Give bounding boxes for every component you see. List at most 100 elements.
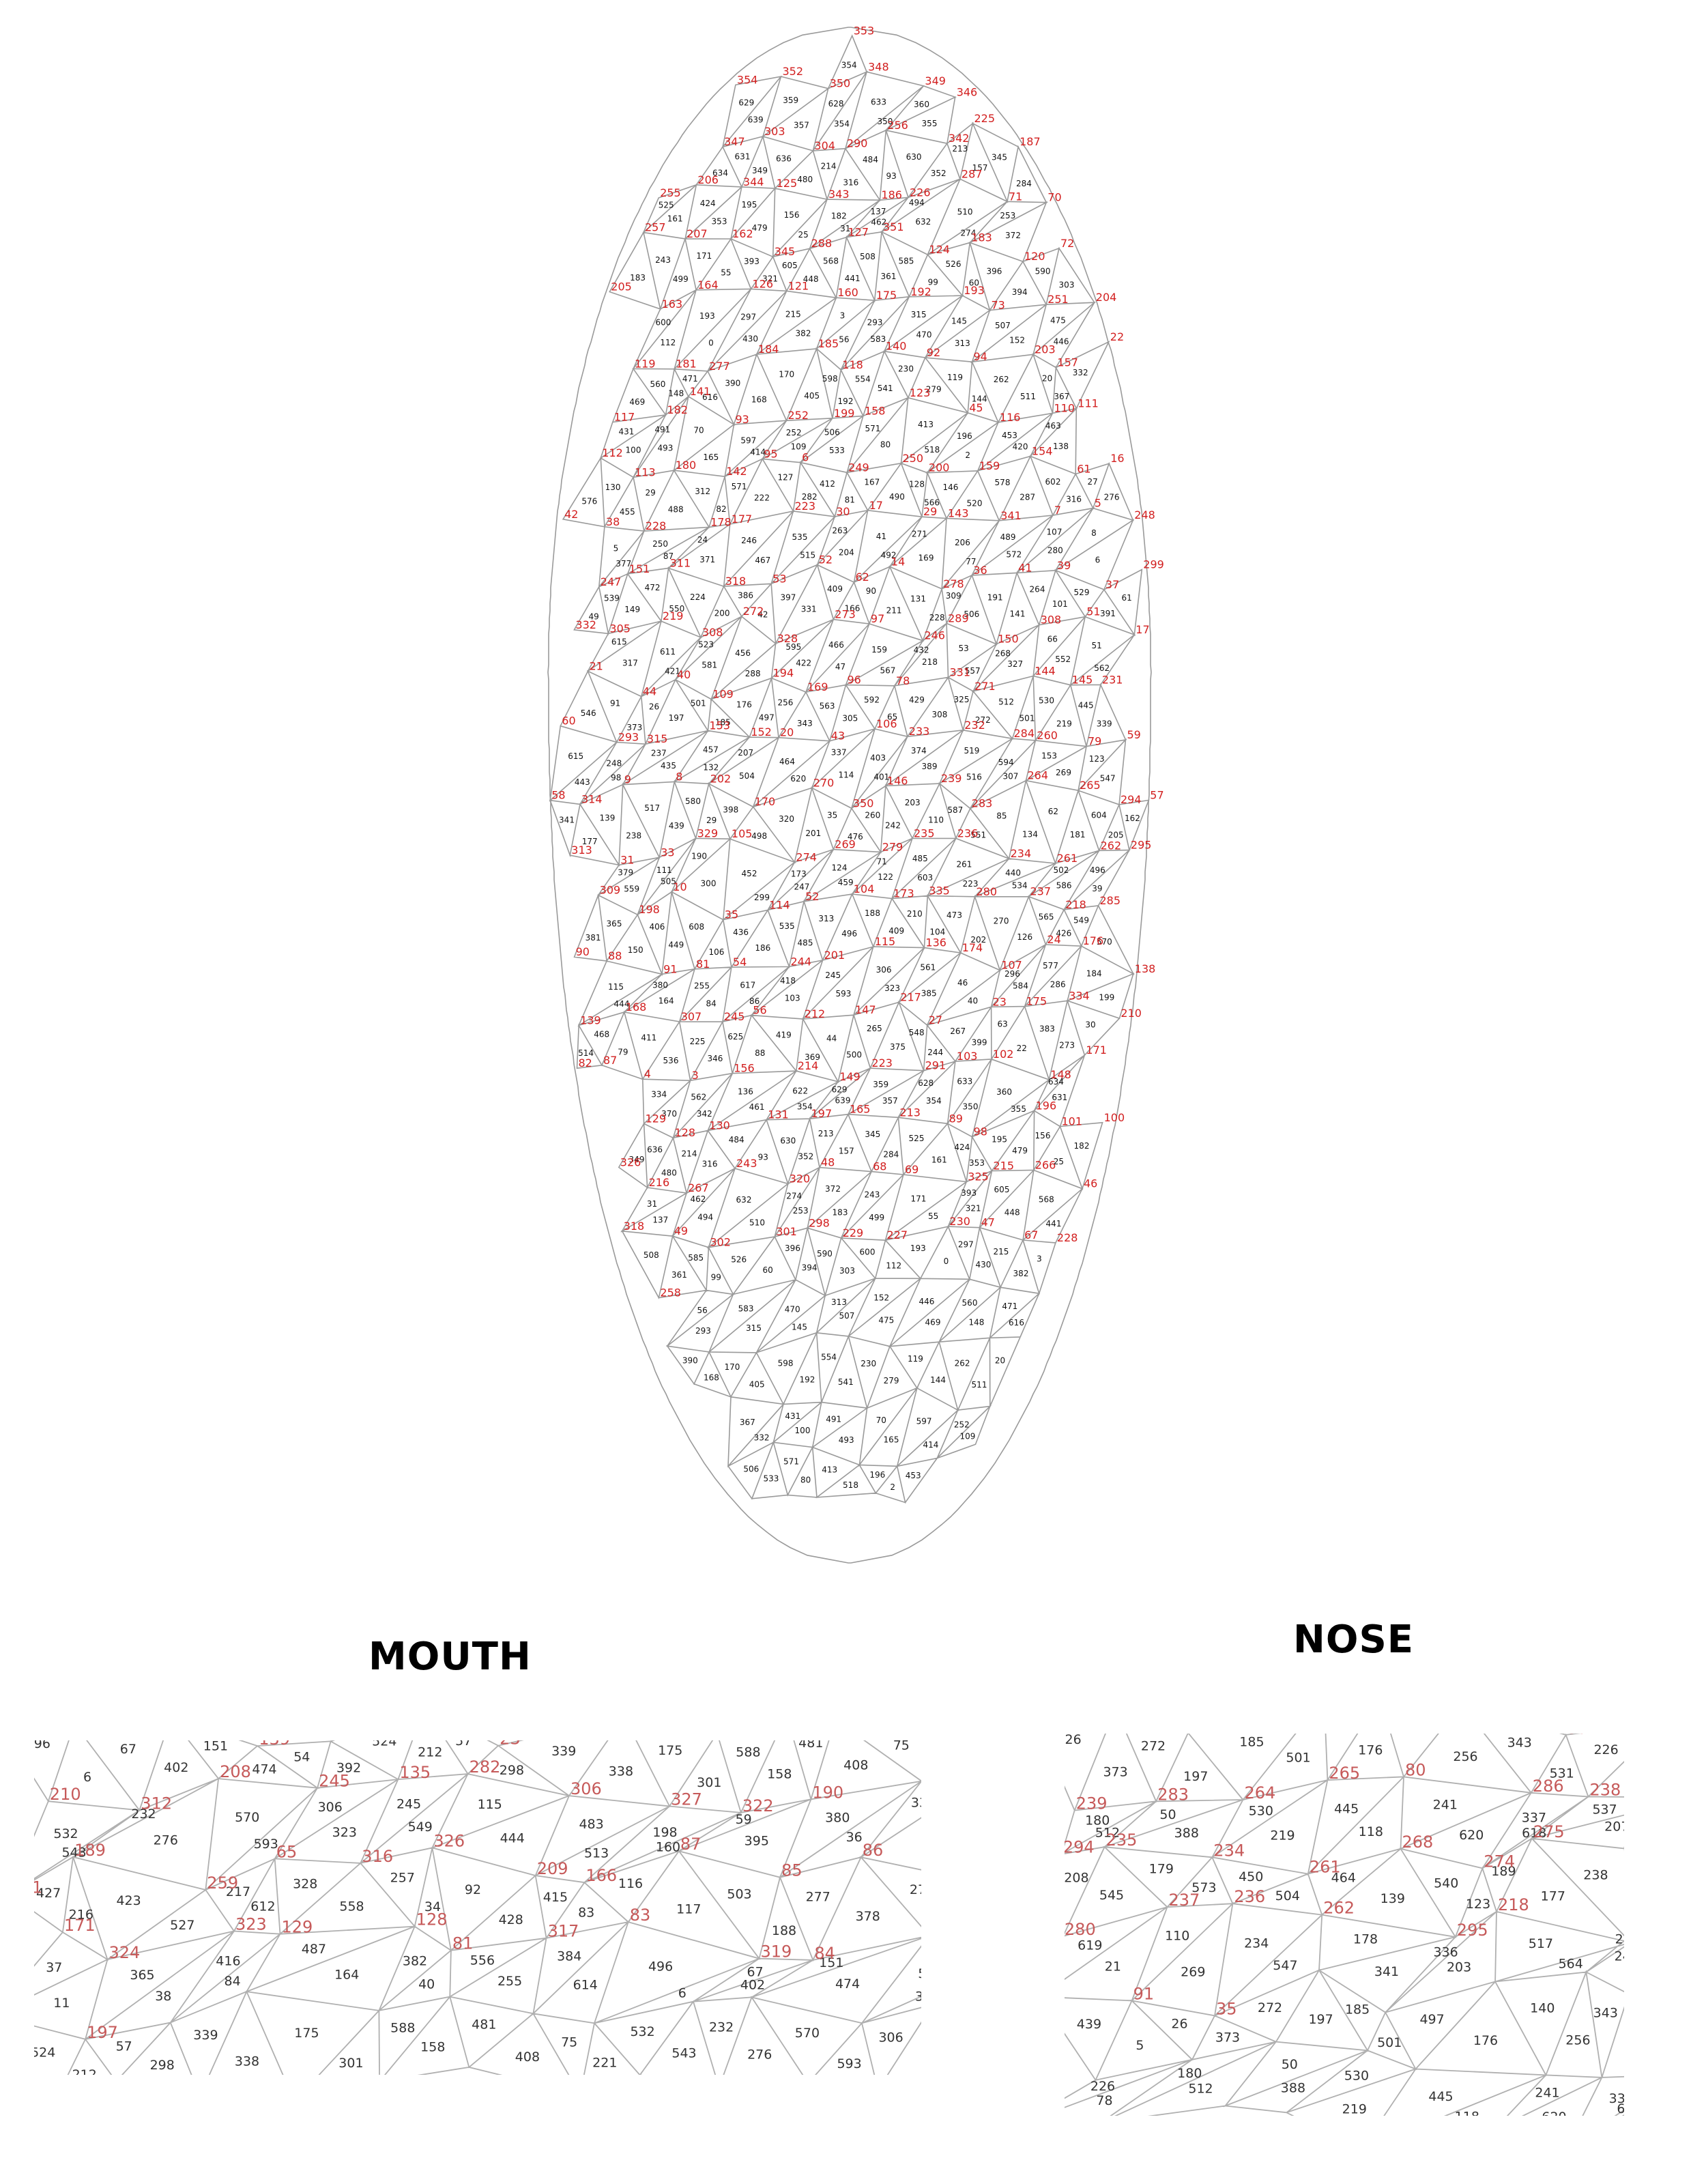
face-vertex-label: 304 [814,139,835,152]
face-triangle-label: 502 [1053,865,1069,875]
face-triangle-label: 25 [1054,1157,1064,1166]
face-triangle-label: 86 [749,996,760,1006]
face-vertex-label: 294 [1121,793,1142,806]
nose-triangle-label: 5 [1136,2038,1144,2053]
face-triangle-label: 382 [796,329,811,339]
face-triangle-label: 420 [1013,442,1028,452]
mouth-vertex-label: 326 [433,1831,465,1850]
face-triangle-label: 409 [888,926,904,936]
face-triangle-label: 426 [1056,929,1071,938]
face-triangle-label: 176 [736,700,752,710]
face-triangle-label: 337 [831,748,847,758]
face-triangle-label: 325 [954,695,970,704]
face-triangle-label: 633 [957,1076,972,1086]
face-triangle-label: 306 [876,965,892,975]
face-triangle-label: 219 [1056,719,1072,729]
mouth-triangle-label: 84 [225,1974,241,1989]
mouth-vertex-label: 210 [50,1785,81,1804]
mouth-vertex-label: 190 [812,1783,843,1802]
face-vertex-label: 88 [608,949,622,962]
face-triangle-label: 605 [782,261,798,270]
face-triangle-label: 148 [668,389,684,399]
face-vertex-label: 168 [626,1001,647,1014]
face-triangle-label: 2 [965,450,970,460]
face-vertex-label: 196 [1036,1099,1057,1112]
nose-triangle-label: 517 [1529,1936,1553,1951]
mouth-triangle-label: 408 [515,2050,540,2065]
face-triangle-label: 535 [792,532,808,542]
face-vertex-label: 223 [795,500,816,513]
nose-triangle-label: 226 [1090,2079,1115,2094]
mouth-triangle-label: 217 [226,1884,250,1899]
face-triangle-label: 570 [1097,937,1112,947]
face-vertex-label: 176 [1083,934,1104,947]
face-vertex-label: 309 [600,884,621,897]
face-triangle-label: 367 [740,1418,755,1427]
face-triangle-label: 184 [1086,968,1102,978]
face-triangle-label: 583 [738,1304,754,1314]
face-triangle-label: 185 [715,717,731,727]
face-triangle-label: 470 [785,1305,800,1314]
face-triangle-label: 101 [1052,599,1068,609]
face-triangle-label: 207 [738,748,753,758]
face-triangle-label: 315 [746,1323,762,1333]
face-vertex-label: 289 [948,612,969,624]
face-vertex-label: 22 [1110,330,1124,343]
face-triangle-label: 541 [878,384,893,393]
face-triangle-label: 632 [915,217,931,227]
mouth-triangle-label: 474 [252,1762,276,1777]
face-triangle-label: 628 [918,1078,934,1088]
mouth-triangle-label: 301 [338,2056,363,2071]
face-vertex-label: 223 [871,1057,893,1069]
face-triangle-label: 350 [877,117,893,126]
nose-vertex-label: 275 [1533,1822,1565,1841]
face-triangle-label: 562 [1094,663,1110,673]
face-triangle-label: 602 [1045,477,1061,487]
face-vertex-label: 6 [802,451,809,464]
face-vertex-label: 131 [768,1108,789,1121]
face-triangle-label: 414 [923,1440,938,1450]
face-triangle-label: 557 [965,666,981,676]
face-vertex-label: 101 [1062,1115,1083,1128]
face-triangle-label: 480 [797,175,813,184]
face-triangle-label: 80 [800,1475,811,1484]
face-triangle-label: 182 [831,212,847,221]
face-triangle-label: 595 [785,642,801,652]
face-vertex-label: 278 [943,577,964,590]
face-vertex-label: 45 [969,401,983,414]
face-triangle-label: 71 [876,857,886,866]
face-vertex-label: 42 [564,508,578,521]
face-vertex-label: 291 [925,1059,946,1072]
face-triangle-label: 603 [917,873,933,882]
face-triangle-label: 526 [731,1254,747,1264]
mouth-triangle-label: 339 [551,1744,576,1759]
face-triangle-label: 159 [871,645,887,655]
face-triangle-label: 56 [839,335,849,345]
mouth-triangle-label: 278 [910,1882,921,1897]
nose-triangle-label: 337 [1609,2091,1624,2106]
face-vertex-label: 290 [847,137,868,150]
face-triangle-label: 55 [721,268,731,277]
face-vertex-label: 158 [865,404,886,417]
face-vertex-label: 299 [1143,558,1164,571]
face-triangle-label: 222 [754,493,770,503]
face-triangle-label: 166 [844,604,860,614]
face-triangle-label: 354 [841,61,857,70]
face-triangle-label: 453 [906,1471,921,1480]
face-vertex-label: 116 [1000,411,1021,424]
mouth-vertex-label: 322 [742,1796,774,1815]
mouth-vertex-label: 81 [452,1934,474,1953]
face-triangle-label: 571 [732,482,747,491]
face-triangle-label: 571 [865,424,880,433]
mouth-triangle-label: 151 [203,1740,228,1753]
face-vertex-label: 51 [1086,605,1100,618]
face-vertex-label: 313 [571,844,592,857]
face-triangle-label: 525 [909,1134,925,1143]
face-triangle-label: 590 [1035,267,1051,276]
face-triangle-label: 218 [922,657,938,667]
face-vertex-label: 243 [736,1157,757,1170]
face-triangle-label: 563 [820,702,835,711]
nose-triangle-label: 337 [1522,1811,1546,1826]
nose-triangle-label: 512 [1188,2081,1213,2096]
face-vertex-label: 72 [1060,237,1074,250]
